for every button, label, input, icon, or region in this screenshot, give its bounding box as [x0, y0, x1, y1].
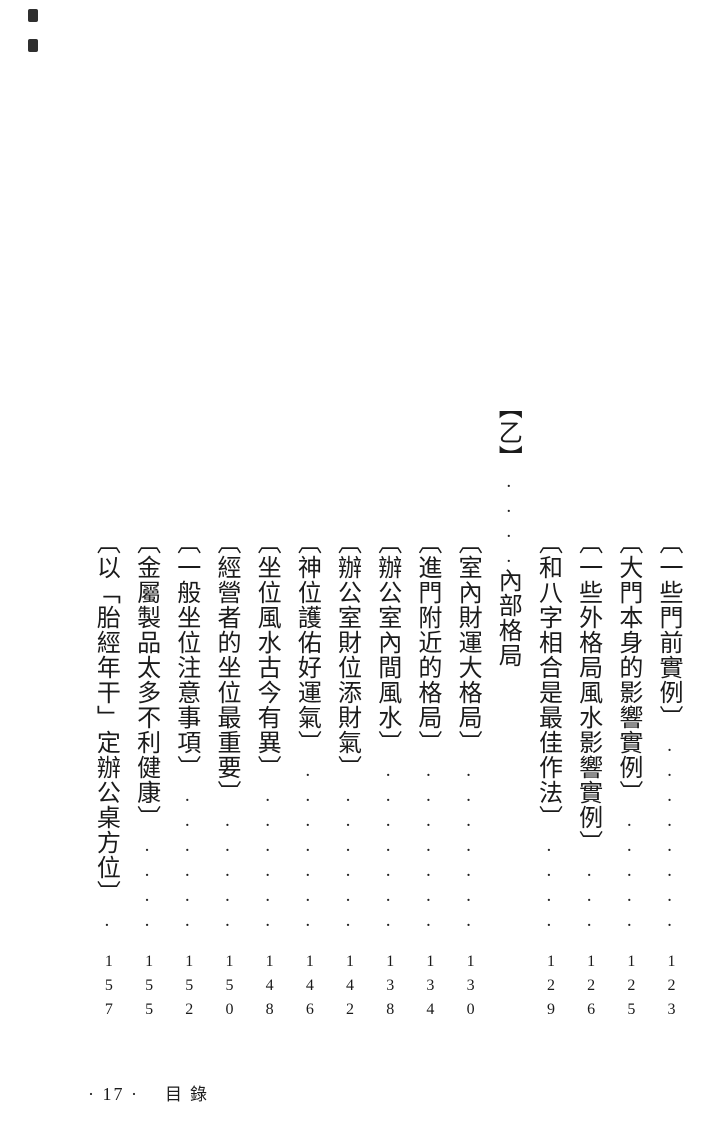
dot-leader: ········································…	[374, 765, 399, 947]
toc-entry-page-number: 155	[140, 953, 158, 1025]
toc-entry-page-number: 126	[582, 953, 600, 1025]
toc-entry-title: 〔室內財運大格局〕	[454, 530, 481, 755]
toc-entry: 〔坐位風水古今有異〕 ······························…	[253, 395, 280, 1025]
toc-section-header: 【乙】 ·············· 內部格局	[494, 395, 521, 1025]
dot-leader: ········································…	[534, 840, 559, 947]
toc-entry-title: 〔一些門前實例〕	[655, 530, 681, 730]
toc-entry-page-number: 134	[421, 953, 439, 1025]
dot-leader: ········································…	[454, 765, 479, 947]
toc-list: 〔一些門前實例〕································…	[77, 395, 681, 1025]
toc-entry-title: 〔金屬製品太多不利健康〕	[132, 530, 159, 830]
toc-entry-page-number: 150	[220, 953, 238, 1025]
toc-entry: 〔經營者的坐位最重要〕 ·····························…	[212, 395, 239, 1025]
toc-entry-page-number: 146	[301, 953, 319, 1025]
toc-entry-page-number: 148	[261, 953, 279, 1025]
dot-leader: ········································…	[333, 790, 359, 947]
toc-entry-title: 〔進門附近的格局〕	[413, 530, 440, 755]
toc-entry: 〔以「胎經年干」定辦公桌方位〕 ·························…	[92, 395, 119, 1025]
toc-entry: 〔辦公室財位添財氣〕 ······························…	[333, 395, 360, 1025]
toc-entry-title: 〔坐位風水古今有異〕	[253, 530, 280, 780]
scan-artifact	[28, 9, 38, 22]
toc-entry-title: 〔辦公室內間風水〕	[373, 530, 400, 755]
toc-entry-title: 〔神位護佑好運氣〕	[293, 530, 320, 755]
toc-entry-page-number: 138	[381, 953, 399, 1025]
toc-entry-title: 〔經營者的坐位最重要〕	[212, 530, 239, 805]
toc-entry-page-number: 157	[100, 953, 118, 1025]
toc-entry-page-number: 130	[462, 953, 480, 1025]
toc-entry-title: 〔一些外格局風水影響實例〕	[574, 530, 601, 855]
dot-leader: ········································…	[414, 765, 439, 947]
footer-page-number: · 17 ·	[88, 1084, 139, 1104]
toc-entry: 〔一些門前實例〕 ································…	[655, 395, 681, 1025]
toc-entry: 〔一些外格局風水影響實例〕 ···························…	[574, 395, 601, 1025]
toc-entry-page-number: 142	[341, 953, 359, 1025]
toc-entry-title: 〔辦公室財位添財氣〕	[333, 530, 360, 780]
section-header-label: 【乙】	[494, 395, 521, 470]
toc-entry-title: 〔一般坐位注意事項〕	[172, 530, 199, 780]
dot-leader: ········································…	[293, 765, 318, 947]
dot-leader: ········································…	[655, 740, 680, 947]
toc-entry-page-number: 152	[180, 953, 198, 1025]
toc-entry: 〔辦公室內間風水〕 ·······························…	[373, 395, 400, 1025]
toc-entry-title: 〔大門本身的影響實例〕	[614, 530, 641, 805]
toc-entry-page-number: 123	[663, 953, 680, 1025]
toc-entry-page-number: 129	[542, 953, 560, 1025]
toc-entry: 〔室內財運大格局〕 ·······························…	[454, 395, 481, 1025]
dot-leader: ········································…	[615, 815, 640, 947]
toc-entry: 〔一般坐位注意事項〕 ······························…	[172, 395, 199, 1025]
dot-leader: ········································…	[574, 865, 600, 947]
dot-leader: ········································…	[213, 815, 238, 947]
dot-leader: ········································…	[253, 790, 278, 947]
dot-leader: ··············	[494, 476, 519, 564]
page-footer: · 17 · 目錄	[88, 1080, 215, 1105]
footer-section-label: 目錄	[165, 1085, 215, 1104]
toc-entry-page-number: 125	[622, 953, 640, 1025]
dot-leader: ········································…	[173, 790, 198, 947]
toc-entry-title: 〔以「胎經年干」定辦公桌方位〕	[92, 530, 119, 905]
toc-entry: 〔金屬製品太多不利健康〕 ····························…	[132, 395, 159, 1025]
toc-entry: 〔神位護佑好運氣〕 ·······························…	[293, 395, 320, 1025]
toc-entry-title: 〔和八字相合是最佳作法〕	[534, 530, 561, 830]
toc-entry: 〔大門本身的影響實例〕 ·····························…	[614, 395, 641, 1025]
toc-entry: 〔和八字相合是最佳作法〕 ····························…	[534, 395, 561, 1025]
toc-entry: 〔進門附近的格局〕 ·······························…	[413, 395, 440, 1025]
dot-leader: ········································…	[92, 915, 117, 947]
dot-leader: ········································…	[132, 840, 158, 947]
section-header-title: 內部格局	[494, 568, 521, 668]
scan-artifact	[28, 39, 38, 52]
